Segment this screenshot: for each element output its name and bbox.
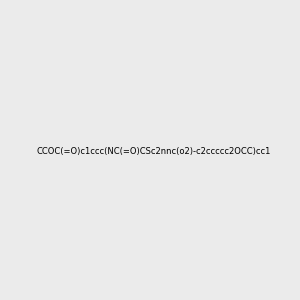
Text: CCOC(=O)c1ccc(NC(=O)CSc2nnc(o2)-c2ccccc2OCC)cc1: CCOC(=O)c1ccc(NC(=O)CSc2nnc(o2)-c2ccccc2… xyxy=(37,147,271,156)
